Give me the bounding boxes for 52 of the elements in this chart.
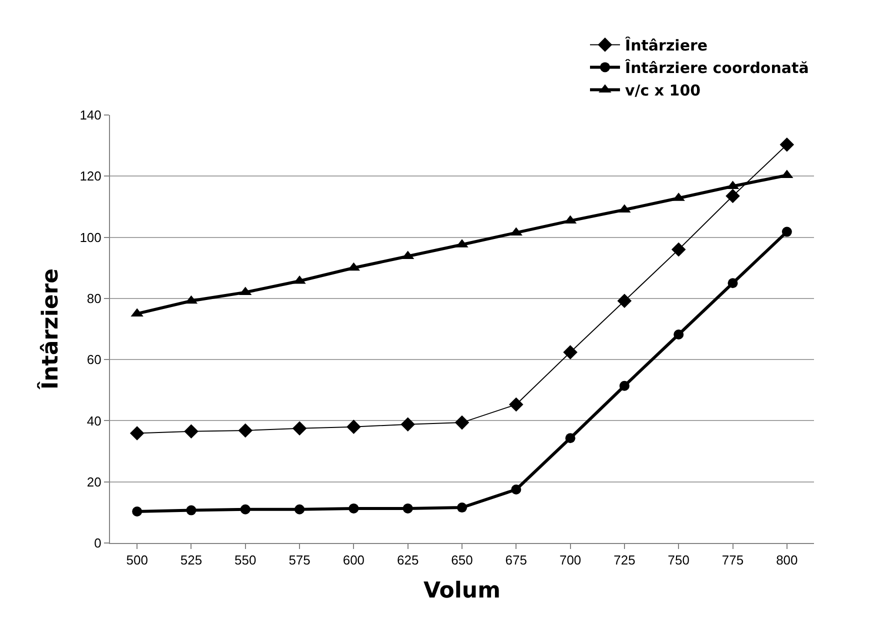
point	[130, 426, 144, 440]
point	[565, 433, 576, 444]
y-tick-label: 80	[86, 290, 102, 306]
point	[509, 397, 524, 412]
point	[780, 138, 794, 152]
point	[238, 423, 253, 438]
y-tick-label: 40	[86, 413, 102, 428]
x-tick-label: 700	[559, 552, 582, 568]
point	[454, 415, 470, 430]
x-tick-label: 650	[451, 552, 473, 568]
y-tick-label: 140	[80, 108, 102, 123]
point	[617, 294, 632, 308]
point	[457, 502, 467, 513]
x-tick-label: 525	[180, 552, 202, 568]
x-tick-label: 575	[288, 552, 310, 568]
x-tick-label: 725	[614, 552, 636, 568]
point	[728, 278, 738, 288]
y-tick-label: 120	[80, 168, 102, 184]
point	[402, 503, 413, 514]
x-tick-label: 500	[126, 552, 148, 568]
legend-label: v/c x 100	[625, 82, 701, 100]
point	[671, 242, 686, 257]
legend-label: Întârziere	[625, 36, 708, 55]
x-axis-title: Volum	[423, 578, 501, 604]
y-axis-title: Întârziere	[36, 268, 64, 390]
x-tick-label: 625	[397, 552, 419, 568]
point	[563, 345, 578, 360]
point	[782, 226, 792, 237]
point	[294, 504, 305, 514]
point	[726, 188, 740, 204]
point	[240, 504, 250, 514]
y-tick-label: 0	[94, 536, 102, 551]
point	[348, 503, 359, 514]
x-tick-label: 675	[505, 552, 527, 568]
x-tick-label: 800	[776, 552, 798, 568]
point	[186, 505, 196, 516]
point	[132, 506, 142, 517]
x-tick-label: 750	[668, 552, 690, 568]
y-tick-label: 60	[86, 352, 102, 368]
point	[674, 330, 684, 340]
y-tick-label: 20	[86, 474, 102, 490]
point	[619, 380, 630, 391]
x-tick-label: 550	[234, 552, 256, 568]
point	[400, 417, 415, 432]
point	[184, 424, 198, 439]
x-tick-label: 775	[722, 552, 744, 568]
legend-label: Întârziere coordonată	[625, 59, 809, 78]
y-tick-label: 100	[80, 230, 102, 245]
point	[292, 421, 307, 436]
x-tick-label: 600	[342, 552, 365, 568]
point	[511, 484, 522, 494]
point	[346, 420, 361, 434]
